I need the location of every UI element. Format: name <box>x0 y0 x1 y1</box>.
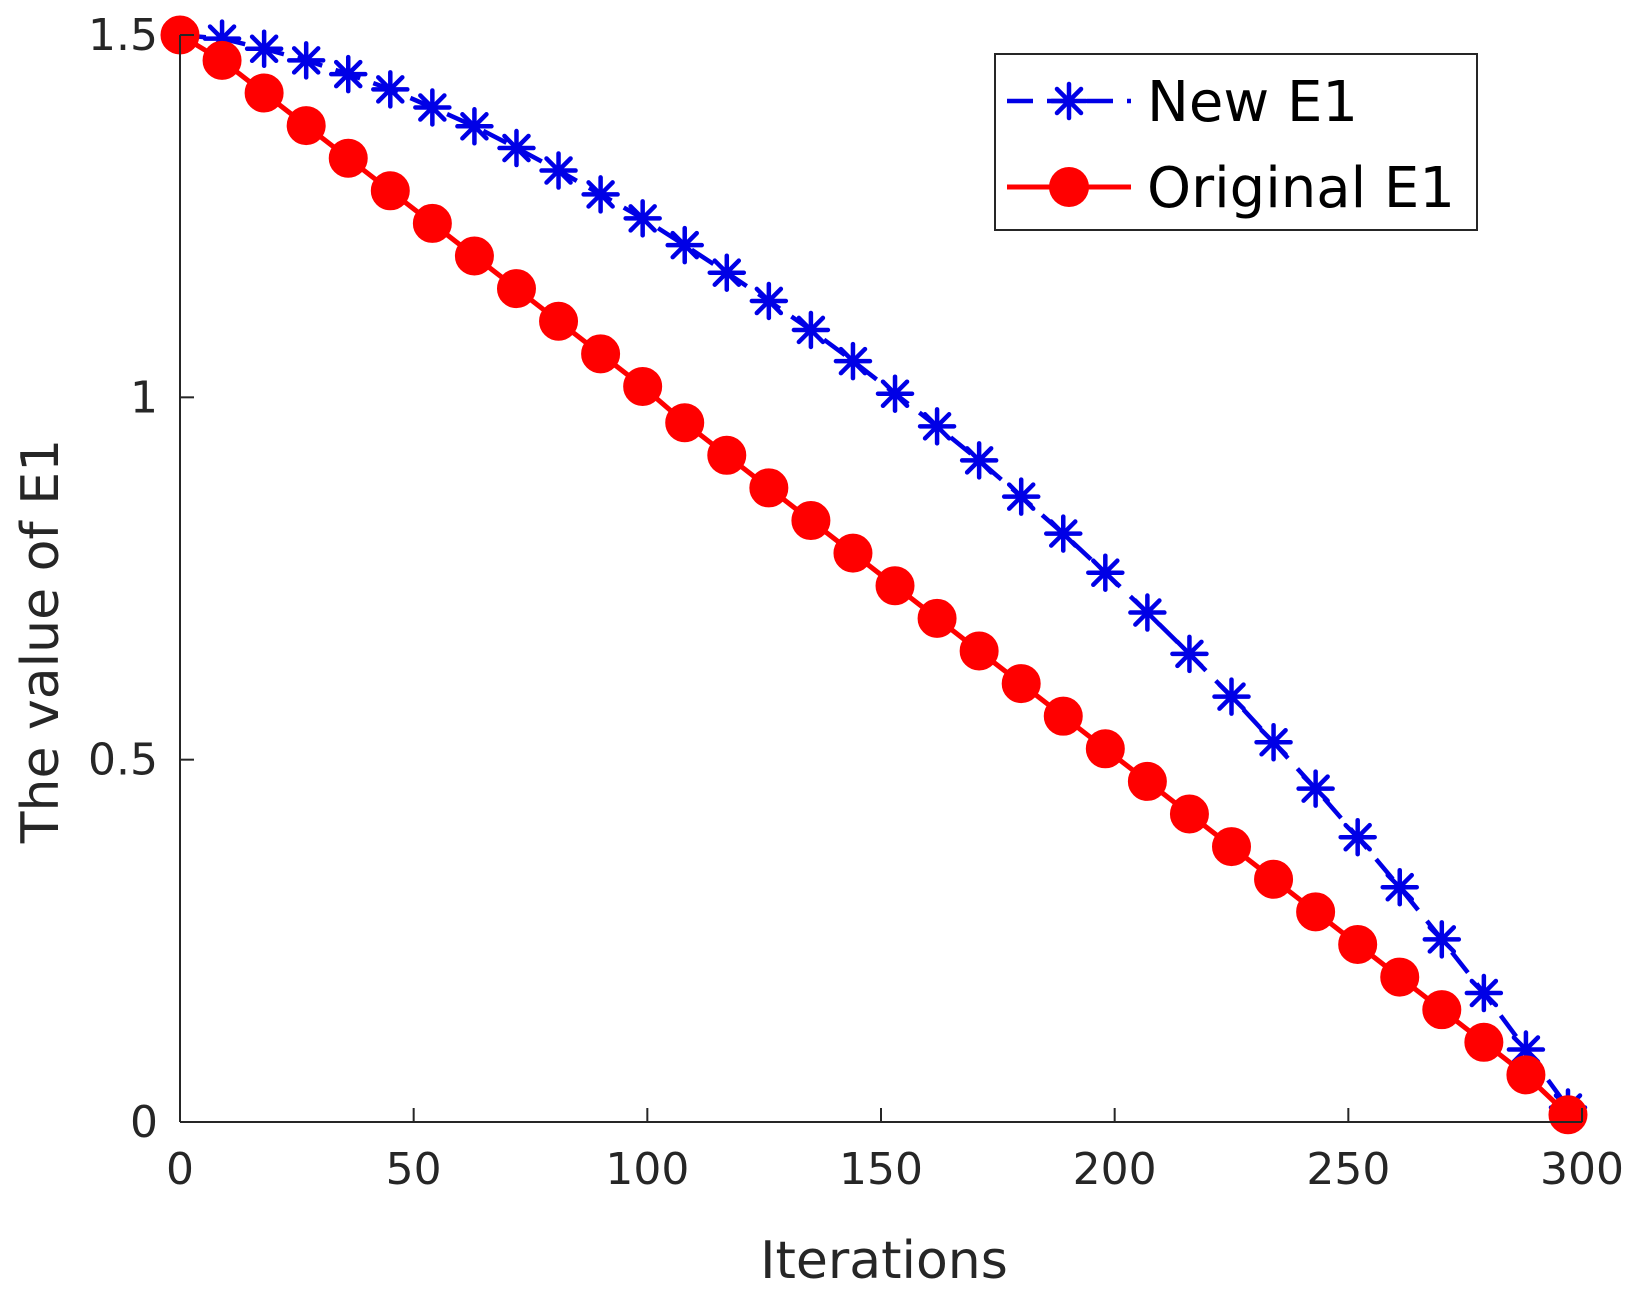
legend-label: New E1 <box>1147 70 1358 135</box>
data-point <box>539 151 578 190</box>
x-tick-label: 200 <box>1073 1144 1157 1195</box>
data-point <box>1464 1022 1504 1062</box>
x-tick-label: 250 <box>1306 1144 1390 1195</box>
x-tick-label: 50 <box>386 1144 442 1195</box>
data-point <box>791 501 831 541</box>
data-point <box>1086 553 1125 592</box>
data-point <box>1127 761 1167 801</box>
data-point <box>623 199 662 238</box>
data-point <box>1212 827 1251 867</box>
y-tick-label: 0.5 <box>88 735 158 786</box>
y-tick-label: 1 <box>130 372 158 423</box>
y-tick-label: 1.5 <box>88 10 158 61</box>
data-point <box>1001 664 1041 704</box>
data-point <box>665 403 705 443</box>
data-point <box>749 468 789 508</box>
data-point <box>413 88 452 127</box>
data-point <box>1254 723 1293 762</box>
y-tick-label: 0 <box>130 1097 158 1148</box>
series-layer <box>160 15 1588 1135</box>
data-point <box>1296 892 1336 932</box>
data-point <box>581 175 620 214</box>
legend-marker <box>1049 81 1089 121</box>
legend-item: New E1 <box>1007 70 1358 135</box>
data-point <box>1338 817 1377 857</box>
x-tick-label: 0 <box>166 1144 194 1195</box>
x-tick-label: 300 <box>1540 1144 1624 1195</box>
x-tick-label: 100 <box>605 1144 689 1195</box>
data-point <box>286 106 326 146</box>
data-point <box>1001 477 1041 516</box>
data-point <box>707 253 747 292</box>
series-line <box>178 32 1570 1117</box>
data-point <box>959 631 999 671</box>
data-point <box>1169 794 1209 834</box>
series-original-e1 <box>160 15 1588 1135</box>
data-point <box>1464 973 1504 1013</box>
data-point <box>371 70 410 109</box>
data-point <box>581 334 621 374</box>
legend-item: Original E1 <box>1007 156 1455 221</box>
legend: New E1 Original E1 <box>994 53 1478 231</box>
data-point <box>1380 867 1419 907</box>
data-point <box>328 54 368 94</box>
data-point <box>202 40 242 80</box>
data-point <box>244 29 284 69</box>
data-point <box>749 281 789 321</box>
data-point <box>1254 859 1294 899</box>
y-axis-label: The value of E1 <box>11 439 71 844</box>
data-point <box>1085 729 1125 769</box>
data-point <box>917 407 957 446</box>
data-point <box>1128 593 1167 632</box>
x-tick-label: 150 <box>839 1144 923 1195</box>
legend-marker <box>1049 167 1089 207</box>
data-point <box>455 107 494 146</box>
data-point <box>1506 1055 1546 1095</box>
data-point <box>412 203 452 243</box>
data-point <box>1170 634 1209 674</box>
legend-label: Original E1 <box>1147 156 1455 221</box>
data-point <box>1548 1095 1588 1135</box>
data-point <box>1212 677 1251 716</box>
data-point <box>623 366 663 406</box>
data-point <box>875 374 915 413</box>
data-point <box>791 310 831 350</box>
data-point <box>1380 957 1420 997</box>
data-point <box>875 566 915 606</box>
data-point <box>370 171 410 211</box>
data-point <box>1296 769 1335 808</box>
data-point <box>454 236 494 276</box>
data-point <box>959 441 999 480</box>
data-point <box>496 269 536 309</box>
data-point <box>1044 514 1083 553</box>
x-axis-label: Iterations <box>760 1231 1008 1291</box>
data-point <box>1422 920 1462 959</box>
data-point <box>244 73 284 113</box>
series-line <box>179 32 1570 1109</box>
data-point <box>1338 924 1378 964</box>
axes: 0 50 100 150 200 250 300 0 0.5 1 1.5 <box>88 10 1624 1195</box>
data-point <box>539 301 579 341</box>
data-point <box>833 341 873 381</box>
data-point <box>286 41 326 80</box>
data-point <box>665 225 704 265</box>
data-point <box>1043 696 1083 736</box>
data-point <box>707 435 747 475</box>
data-point <box>328 138 368 178</box>
data-point <box>917 598 957 638</box>
data-point <box>833 533 873 573</box>
data-point <box>1422 990 1462 1030</box>
data-point <box>497 128 536 168</box>
